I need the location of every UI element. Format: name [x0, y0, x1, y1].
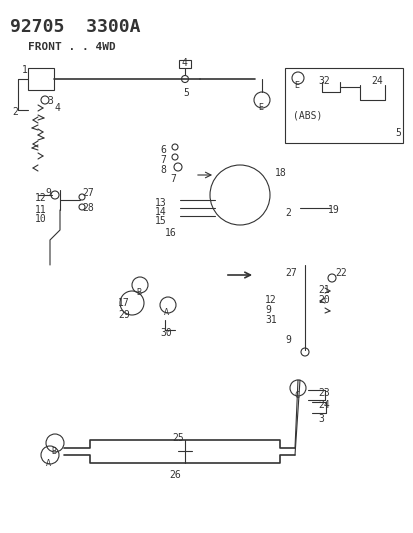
Text: 15: 15 — [154, 216, 166, 226]
Text: 12: 12 — [35, 193, 47, 203]
Text: 18: 18 — [274, 168, 286, 178]
Text: 8: 8 — [159, 165, 166, 175]
Text: E: E — [293, 81, 298, 90]
Text: A: A — [46, 459, 51, 468]
Text: 28: 28 — [82, 203, 93, 213]
Bar — [284, 68, 402, 143]
Text: 9: 9 — [264, 305, 270, 315]
Text: 24: 24 — [317, 400, 329, 410]
Text: 12: 12 — [264, 295, 276, 305]
Text: (ABS): (ABS) — [292, 110, 322, 120]
Bar — [178, 60, 190, 68]
Text: 5: 5 — [183, 88, 188, 98]
Text: 30: 30 — [159, 328, 171, 338]
Text: 19: 19 — [327, 205, 339, 215]
Text: 32: 32 — [317, 76, 329, 86]
Text: 31: 31 — [264, 315, 276, 325]
Text: 27: 27 — [82, 188, 93, 198]
Text: 3: 3 — [47, 96, 53, 106]
Text: 24: 24 — [370, 76, 382, 86]
Text: 2: 2 — [284, 208, 290, 218]
Text: 2: 2 — [12, 107, 18, 117]
Text: 6: 6 — [159, 145, 166, 155]
Text: 4: 4 — [182, 58, 188, 68]
Text: 9: 9 — [284, 335, 290, 345]
Text: 4: 4 — [55, 103, 61, 113]
Text: 11: 11 — [35, 205, 47, 215]
Text: FRONT . . 4WD: FRONT . . 4WD — [28, 42, 116, 52]
Text: A: A — [164, 308, 169, 317]
Text: 13: 13 — [154, 198, 166, 208]
Bar — [28, 68, 54, 90]
Text: 22: 22 — [334, 268, 346, 278]
Text: 25: 25 — [172, 433, 183, 443]
Text: 3: 3 — [317, 414, 323, 424]
Text: 16: 16 — [165, 228, 176, 238]
Text: 7: 7 — [159, 155, 166, 165]
Text: 21: 21 — [317, 285, 329, 295]
Text: 10: 10 — [35, 214, 47, 224]
Text: 9: 9 — [45, 188, 51, 198]
Text: 92705  3300A: 92705 3300A — [10, 18, 140, 36]
Text: 26: 26 — [169, 470, 180, 480]
Text: 23: 23 — [317, 388, 329, 398]
Text: 17: 17 — [118, 298, 129, 308]
Text: E: E — [257, 103, 262, 112]
Text: 7: 7 — [170, 174, 176, 184]
Text: 1: 1 — [22, 65, 28, 75]
Text: 14: 14 — [154, 207, 166, 217]
Text: B: B — [51, 447, 56, 456]
Text: B: B — [136, 288, 141, 297]
Text: C: C — [293, 391, 298, 400]
Text: 27: 27 — [284, 268, 296, 278]
Text: 5: 5 — [394, 128, 400, 138]
Text: 20: 20 — [317, 295, 329, 305]
Text: 29: 29 — [118, 310, 129, 320]
